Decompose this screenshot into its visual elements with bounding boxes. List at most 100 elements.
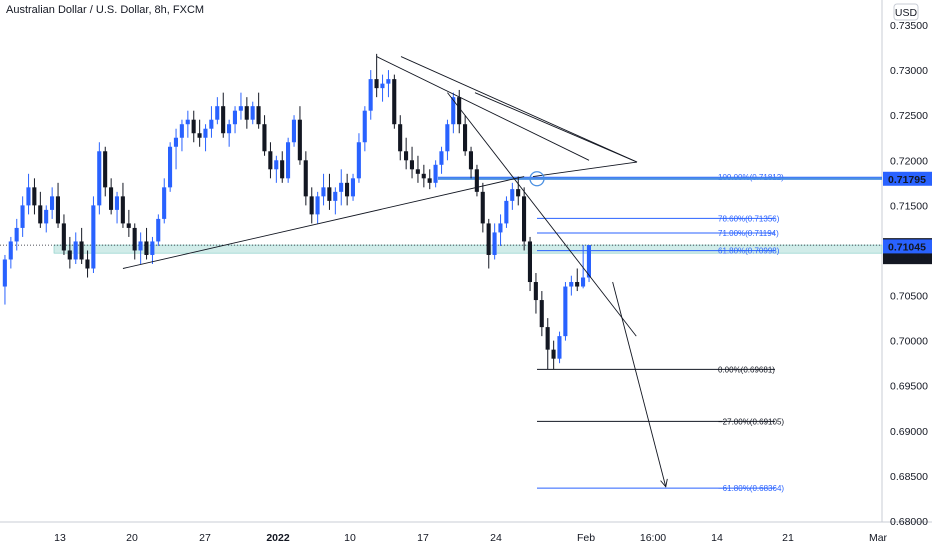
candle-body[interactable] bbox=[516, 189, 521, 197]
candle-body[interactable] bbox=[533, 282, 538, 301]
currency-box[interactable] bbox=[893, 3, 919, 21]
candle-body[interactable] bbox=[150, 241, 155, 255]
candle-body[interactable] bbox=[551, 349, 556, 359]
candle-body[interactable] bbox=[586, 245, 591, 278]
candle-body[interactable] bbox=[356, 142, 361, 179]
candle-body[interactable] bbox=[309, 196, 314, 215]
candle-body[interactable] bbox=[286, 142, 291, 179]
candle-body[interactable] bbox=[545, 327, 550, 350]
candle-body[interactable] bbox=[504, 200, 509, 224]
candle-body[interactable] bbox=[103, 151, 108, 188]
candle-body[interactable] bbox=[185, 119, 190, 125]
candle-body[interactable] bbox=[362, 110, 367, 143]
candle-body[interactable] bbox=[215, 106, 220, 120]
candle-body[interactable] bbox=[26, 187, 31, 206]
candle-body[interactable] bbox=[232, 110, 237, 125]
candle-body[interactable] bbox=[463, 124, 468, 152]
candle-body[interactable] bbox=[468, 151, 473, 170]
candle-body[interactable] bbox=[274, 160, 279, 170]
candle-body[interactable] bbox=[333, 191, 338, 201]
candle-body[interactable] bbox=[203, 128, 208, 138]
candle-body[interactable] bbox=[256, 106, 261, 125]
candle-body[interactable] bbox=[168, 146, 173, 188]
candle-body[interactable] bbox=[321, 187, 326, 197]
candle-body[interactable] bbox=[14, 227, 19, 242]
candle-body[interactable] bbox=[173, 137, 178, 147]
candle-body[interactable] bbox=[563, 286, 568, 337]
candle-body[interactable] bbox=[581, 277, 586, 287]
candle-body[interactable] bbox=[409, 160, 414, 170]
candle-body[interactable] bbox=[20, 205, 25, 228]
candle-body[interactable] bbox=[227, 124, 232, 134]
candle-body[interactable] bbox=[109, 187, 114, 210]
candle-body[interactable] bbox=[575, 282, 580, 287]
candle-body[interactable] bbox=[474, 169, 479, 192]
candle-body[interactable] bbox=[380, 83, 385, 89]
candle-body[interactable] bbox=[280, 160, 285, 179]
candle-body[interactable] bbox=[55, 196, 60, 224]
candle-body[interactable] bbox=[486, 223, 491, 255]
candle-body[interactable] bbox=[209, 119, 214, 129]
candle-body[interactable] bbox=[569, 282, 574, 287]
candle-body[interactable] bbox=[162, 187, 167, 219]
candle-body[interactable] bbox=[557, 336, 562, 359]
candle-body[interactable] bbox=[415, 169, 420, 174]
candle-body[interactable] bbox=[421, 173, 426, 179]
candle-body[interactable] bbox=[451, 97, 456, 125]
candle-body[interactable] bbox=[433, 164, 438, 183]
candle-body[interactable] bbox=[114, 196, 119, 210]
candle-body[interactable] bbox=[8, 241, 13, 260]
candle-body[interactable] bbox=[268, 151, 273, 170]
candle-body[interactable] bbox=[498, 223, 503, 233]
candle-body[interactable] bbox=[38, 205, 43, 224]
candle-body[interactable] bbox=[303, 160, 308, 197]
candle-body[interactable] bbox=[386, 79, 391, 84]
candle-body[interactable] bbox=[527, 241, 532, 283]
candle-body[interactable] bbox=[510, 189, 515, 201]
candle-body[interactable] bbox=[445, 124, 450, 152]
candle-body[interactable] bbox=[398, 124, 403, 152]
candle-body[interactable] bbox=[291, 119, 296, 143]
candle-body[interactable] bbox=[44, 209, 49, 224]
candle-body[interactable] bbox=[50, 196, 55, 210]
candle-body[interactable] bbox=[179, 124, 184, 138]
candle-body[interactable] bbox=[345, 182, 350, 197]
candle-body[interactable] bbox=[120, 196, 125, 224]
candle-body[interactable] bbox=[91, 205, 96, 269]
candle-body[interactable] bbox=[61, 223, 66, 251]
candle-body[interactable] bbox=[327, 187, 332, 201]
candle-body[interactable] bbox=[315, 196, 320, 215]
candle-body[interactable] bbox=[238, 106, 243, 111]
candle-body[interactable] bbox=[73, 241, 78, 260]
candle-body[interactable] bbox=[368, 79, 373, 111]
candle-body[interactable] bbox=[191, 119, 196, 134]
candle-body[interactable] bbox=[262, 124, 267, 152]
candle-body[interactable] bbox=[197, 133, 202, 138]
candle-body[interactable] bbox=[297, 119, 302, 161]
candle-body[interactable] bbox=[480, 191, 485, 224]
candle-body[interactable] bbox=[85, 259, 90, 269]
candle-body[interactable] bbox=[79, 241, 84, 260]
candle-body[interactable] bbox=[539, 300, 544, 328]
candle-body[interactable] bbox=[244, 106, 249, 120]
candle-body[interactable] bbox=[144, 241, 149, 255]
candle-body[interactable] bbox=[439, 151, 444, 165]
candle-body[interactable] bbox=[404, 151, 409, 161]
candle-body[interactable] bbox=[427, 178, 432, 183]
candle-body[interactable] bbox=[156, 218, 161, 242]
candle-body[interactable] bbox=[522, 196, 527, 242]
candle-body[interactable] bbox=[392, 79, 397, 125]
candle-body[interactable] bbox=[350, 178, 355, 197]
candle-body[interactable] bbox=[32, 187, 37, 206]
candle-body[interactable] bbox=[492, 232, 497, 255]
candle-body[interactable] bbox=[250, 106, 255, 120]
candle-body[interactable] bbox=[2, 259, 7, 287]
candle-body[interactable] bbox=[132, 227, 137, 251]
candle-body[interactable] bbox=[457, 97, 462, 125]
candle-body[interactable] bbox=[374, 79, 379, 89]
candle-body[interactable] bbox=[138, 241, 143, 251]
candle-body[interactable] bbox=[221, 106, 226, 134]
candle-body[interactable] bbox=[97, 151, 102, 206]
candle-body[interactable] bbox=[67, 250, 72, 260]
